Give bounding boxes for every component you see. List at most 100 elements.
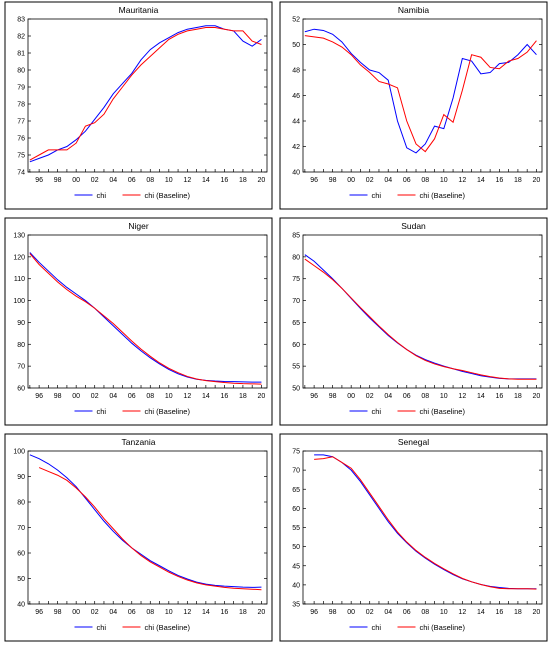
y-tick-label: 110 [14,276,25,283]
y-tick-label: 76 [17,136,25,143]
x-tick-label: 10 [165,177,173,184]
y-tick-label: 79 [17,85,25,92]
y-tick-label: 35 [292,602,300,609]
legend-label-chi: chi [372,623,382,632]
legend: chi chi (Baseline) [74,407,190,416]
chart-panel-tanzania: Tanzania 40 50 60 70 80 90 100 96 98 00 02 04 06 08 10 1… [4,433,273,642]
series-line-chi [29,454,262,588]
x-tick-label: 06 [128,393,136,400]
series-line-chi-baseline [38,467,262,591]
y-tick-label: 75 [17,153,25,160]
x-tick-label: 14 [202,177,210,184]
x-tick-label: 20 [533,609,541,616]
x-tick-label: 12 [458,609,466,616]
x-tick-label: 10 [165,393,173,400]
y-tick-label: 50 [292,386,300,393]
x-tick-label: 98 [329,609,337,616]
x-tick-label: 96 [310,609,318,616]
y-tick-label: 75 [292,449,300,456]
y-tick-label: 80 [17,342,25,349]
x-tick-label: 02 [366,393,374,400]
legend: chi chi (Baseline) [74,191,190,200]
series-line-chi [29,252,262,383]
legend-label-chi-baseline: chi (Baseline) [145,623,191,632]
panel-frame [4,1,273,210]
y-tick-label: 75 [292,276,300,283]
x-tick-label: 98 [54,393,62,400]
x-tick-label: 16 [220,177,228,184]
y-tick-label: 82 [17,34,25,41]
x-tick-label: 12 [183,177,191,184]
y-tick-label: 42 [292,144,300,151]
series-line-chi-baseline [29,27,262,161]
y-tick-label: 70 [17,364,25,371]
plot-area [27,234,268,389]
plot-area [27,18,268,173]
x-tick-label: 00 [72,609,80,616]
x-tick-label: 98 [54,609,62,616]
x-tick-label: 14 [202,609,210,616]
series-line-chi-baseline [304,258,537,380]
x-tick-label: 04 [109,609,117,616]
y-tick-label: 55 [292,525,300,532]
chart-panel-mauritania: Mauritania 74 75 76 77 78 79 80 81 82 83 96 98 00 02 04… [4,1,273,210]
x-tick-label: 12 [183,609,191,616]
x-tick-label: 16 [495,177,503,184]
x-tick-label: 04 [384,393,392,400]
x-tick-label: 04 [384,177,392,184]
legend-label-chi: chi [372,191,382,200]
x-tick-label: 02 [91,177,99,184]
chart-title: Senegal [398,437,429,447]
x-tick-label: 16 [220,393,228,400]
x-tick-label: 10 [440,609,448,616]
y-tick-label: 90 [17,320,25,327]
legend-label-chi-baseline: chi (Baseline) [420,407,466,416]
x-tick-label: 10 [440,177,448,184]
y-tick-label: 85 [292,233,300,240]
x-tick-label: 12 [183,393,191,400]
y-tick-label: 80 [17,68,25,75]
x-tick-label: 18 [514,177,522,184]
y-tick-label: 100 [13,449,25,456]
x-tick-label: 18 [514,393,522,400]
x-tick-label: 14 [477,393,485,400]
x-tick-label: 18 [239,177,247,184]
x-tick-label: 04 [109,393,117,400]
x-tick-label: 02 [366,609,374,616]
x-tick-label: 14 [477,177,485,184]
y-tick-label: 130 [13,233,25,240]
chart-panel-niger: Niger 60 70 80 90 100 110 120 130 96 98 00 02 04 06 08 1… [4,217,273,426]
y-tick-label: 55 [292,364,300,371]
x-tick-label: 14 [477,609,485,616]
chart-panel-namibia: Namibia 40 42 44 46 48 50 52 96 98 00 02 04 06 08 10 12 1… [279,1,548,210]
x-tick-label: 96 [310,177,318,184]
plot-area [302,234,543,389]
y-tick-label: 90 [17,474,25,481]
panel-frame [279,433,548,642]
legend-label-chi: chi [97,191,107,200]
x-tick-label: 06 [403,393,411,400]
x-tick-label: 04 [384,609,392,616]
x-tick-label: 02 [91,393,99,400]
y-tick-label: 70 [292,298,300,305]
y-tick-label: 44 [292,119,300,126]
y-tick-label: 70 [292,468,300,475]
y-tick-label: 50 [17,576,25,583]
x-tick-label: 14 [202,393,210,400]
x-tick-label: 08 [421,177,429,184]
y-tick-label: 65 [292,487,300,494]
legend-label-chi: chi [372,407,382,416]
x-tick-label: 16 [495,609,503,616]
legend-label-chi: chi [97,407,107,416]
x-tick-label: 08 [146,177,154,184]
legend: chi chi (Baseline) [349,623,465,632]
x-tick-label: 08 [421,609,429,616]
x-tick-label: 06 [128,177,136,184]
legend: chi chi (Baseline) [349,191,465,200]
y-tick-label: 80 [17,500,25,507]
x-tick-label: 96 [35,609,43,616]
x-tick-label: 10 [165,609,173,616]
y-tick-label: 60 [292,342,300,349]
x-tick-label: 12 [458,177,466,184]
